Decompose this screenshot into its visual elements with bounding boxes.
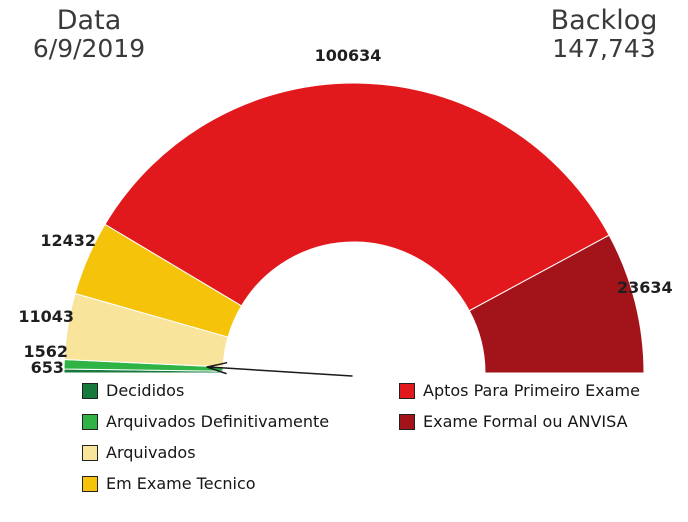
chart-segment-5	[468, 234, 645, 374]
legend-label-aptos-primeiro-exame: Aptos Para Primeiro Exame	[423, 381, 640, 400]
legend-swatch-arquivados	[82, 444, 98, 461]
legend-item-exame-formal-anvisa: Exame Formal ou ANVISA	[399, 412, 640, 431]
annotation-arrow	[206, 362, 353, 377]
legend-item-aptos-primeiro-exame: Aptos Para Primeiro Exame	[399, 381, 640, 400]
legend-swatch-decididos	[82, 382, 98, 399]
legend-label-arquivados: Arquivados	[106, 443, 196, 462]
legend-item-arquivados-definitivamente: Arquivados Definitivamente	[82, 412, 329, 431]
date-header: Data 6/9/2019	[14, 6, 164, 62]
legend-swatch-aptos-primeiro-exame	[399, 382, 415, 399]
date-label: Data	[56, 5, 122, 36]
value-label-aptos: 100634	[314, 46, 382, 65]
legend-swatch-em-exame-tecnico	[82, 475, 98, 492]
legend-item-arquivados: Arquivados	[82, 443, 329, 462]
legend-item-decididos: Decididos	[82, 381, 329, 400]
backlog-label: Backlog	[550, 5, 658, 36]
value-label-decididos: 653	[30, 358, 64, 377]
legend-label-arquivados-definitivamente: Arquivados Definitivamente	[106, 412, 330, 431]
legend-column-left: Decididos Arquivados Definitivamente Arq…	[82, 381, 329, 493]
legend-swatch-exame-formal-anvisa	[399, 413, 415, 430]
legend-swatch-arquivados-definitivamente	[82, 413, 98, 430]
legend-item-em-exame-tecnico: Em Exame Tecnico	[82, 474, 329, 493]
value-label-arquivados-definitivamente: 1562	[23, 342, 68, 361]
backlog-header: Backlog 147,743	[528, 6, 680, 62]
value-label-exame-formal: 23634	[617, 278, 673, 297]
backlog-value: 147,743	[552, 34, 656, 64]
legend-column-right: Aptos Para Primeiro Exame Exame Formal o…	[399, 381, 640, 431]
date-value: 6/9/2019	[32, 34, 146, 64]
chart-segment-4	[104, 82, 610, 312]
legend-label-em-exame-tecnico: Em Exame Tecnico	[106, 474, 256, 493]
value-label-arquivados: 11043	[18, 307, 74, 326]
value-label-em-exame: 12432	[40, 231, 96, 250]
legend-label-exame-formal-anvisa: Exame Formal ou ANVISA	[423, 412, 628, 431]
legend-label-decididos: Decididos	[106, 381, 185, 400]
